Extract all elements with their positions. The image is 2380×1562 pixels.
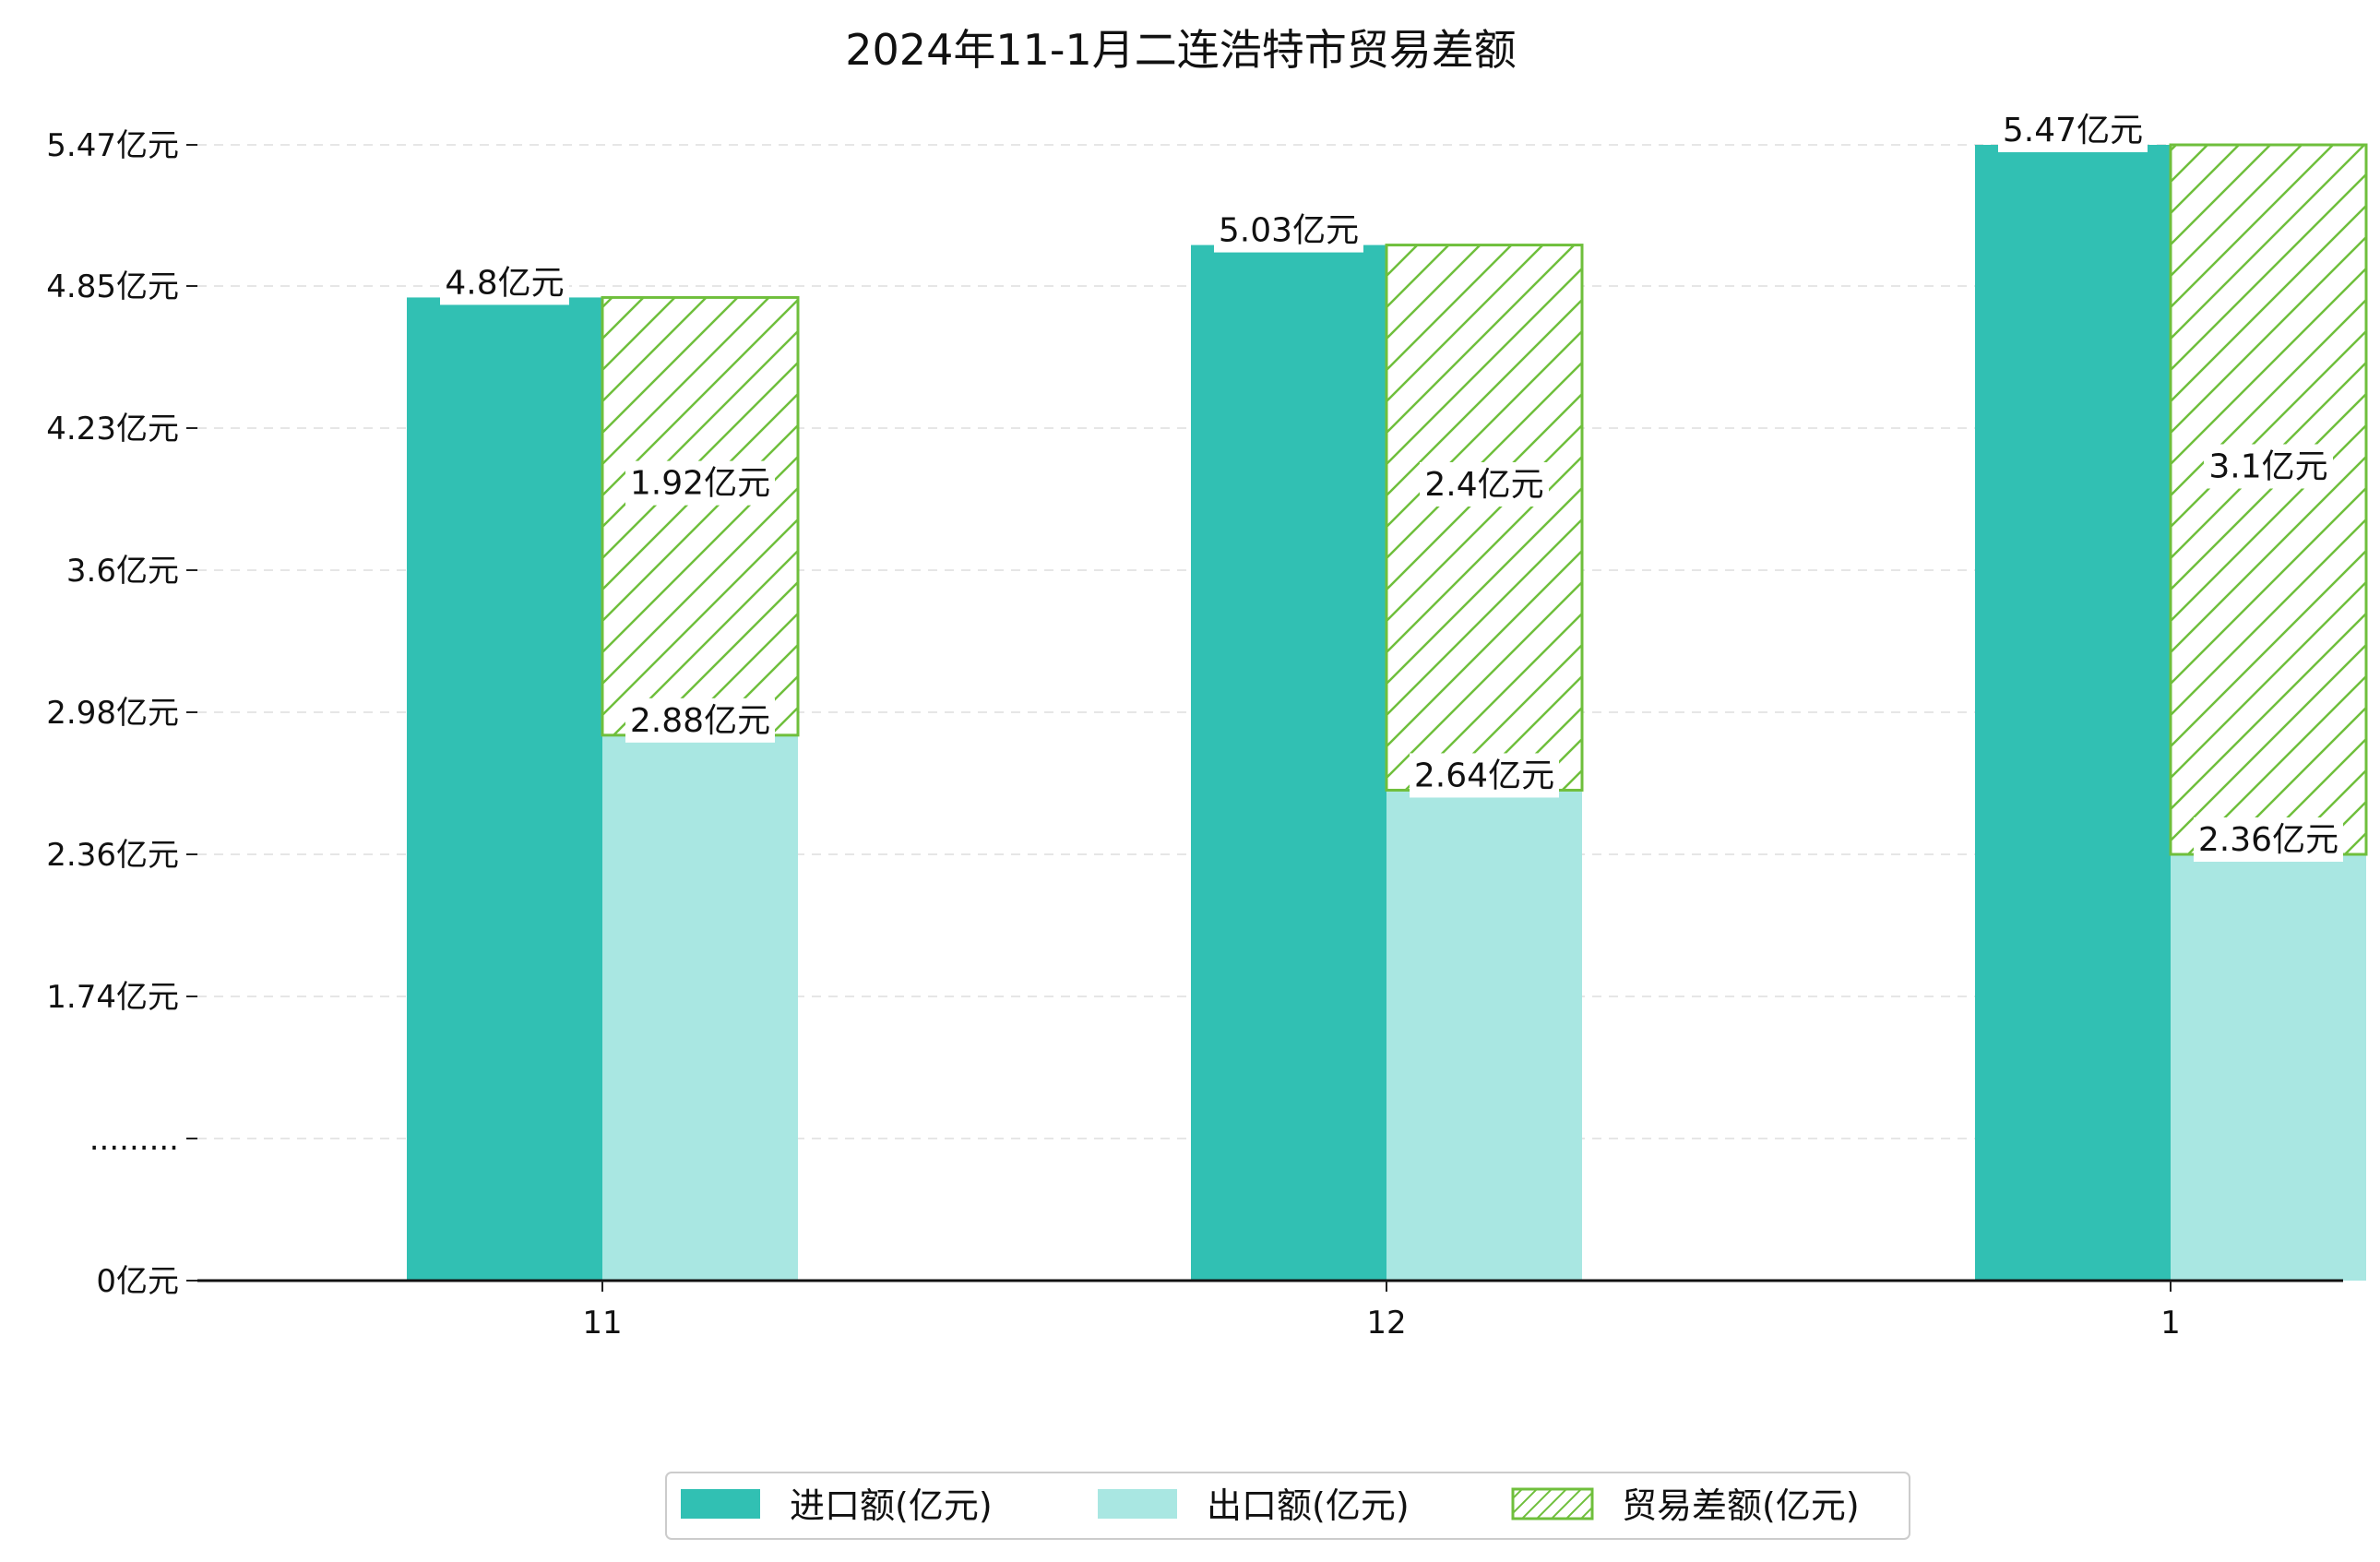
export-value-label-bg bbox=[1410, 753, 1559, 798]
import-bar bbox=[407, 297, 602, 1282]
export-value-label: 2.64亿元 bbox=[1414, 757, 1554, 794]
y-tick-label: 4.85亿元 bbox=[46, 268, 179, 305]
legend-label: 进口额(亿元) bbox=[790, 1485, 993, 1526]
data-labels: 4.8亿元 2.88亿元 1.92亿元 5.03亿元 2.64亿元 2.4亿元 5.47亿元… bbox=[440, 108, 2343, 862]
import-bar bbox=[1191, 244, 1386, 1281]
y-tick-label: 1.74亿元 bbox=[46, 979, 179, 1016]
export-value-label: 2.36亿元 bbox=[2198, 821, 2338, 859]
legend-swatch bbox=[1511, 1487, 1594, 1520]
y-tick-label: 2.98亿元 bbox=[46, 695, 179, 732]
balance-value-label-bg bbox=[1420, 462, 1549, 507]
legend-box bbox=[665, 1472, 1910, 1540]
import-value-label-bg bbox=[440, 260, 569, 305]
export-value-label: 2.88亿元 bbox=[630, 702, 770, 740]
import-bar bbox=[1975, 145, 2171, 1281]
balance-value-label-bg bbox=[2204, 444, 2333, 489]
x-tick-label: 12 bbox=[1366, 1305, 1406, 1341]
export-value-label-bg bbox=[2194, 817, 2343, 862]
y-tick-label: ......... bbox=[89, 1121, 179, 1158]
legend-label: 贸易差额(亿元) bbox=[1622, 1485, 1860, 1526]
import-value-label: 5.47亿元 bbox=[2003, 112, 2143, 149]
export-bar bbox=[1386, 790, 1582, 1281]
y-tick-label: 3.6亿元 bbox=[66, 553, 179, 590]
export-bar bbox=[602, 734, 798, 1281]
y-tick-label: 5.47亿元 bbox=[46, 127, 179, 164]
x-tick-label: 11 bbox=[582, 1305, 622, 1341]
balance-bar bbox=[601, 295, 800, 737]
balance-value-label-bg bbox=[625, 460, 775, 506]
balance-bar bbox=[2169, 143, 2368, 856]
y-tick-label: 4.23亿元 bbox=[46, 411, 179, 447]
y-tick-label: 2.36亿元 bbox=[46, 837, 179, 874]
balance-value-label: 1.92亿元 bbox=[630, 465, 770, 503]
bars bbox=[407, 143, 2368, 1282]
legend-swatch bbox=[1098, 1489, 1177, 1519]
y-tick-label: 0亿元 bbox=[96, 1263, 179, 1300]
import-value-label-bg bbox=[1214, 208, 1363, 253]
legend: 进口额(亿元) 出口额(亿元) 贸易差额(亿元) bbox=[665, 1472, 1910, 1540]
x-axis: 11 12 1 bbox=[197, 1279, 2343, 1341]
balance-bar bbox=[1385, 244, 1584, 792]
x-tick-label: 1 bbox=[2160, 1305, 2181, 1341]
legend-swatch bbox=[681, 1489, 760, 1519]
import-value-label: 5.03亿元 bbox=[1219, 212, 1359, 250]
balance-value-label: 2.4亿元 bbox=[1424, 466, 1543, 504]
export-value-label-bg bbox=[625, 698, 775, 743]
export-bar bbox=[2171, 854, 2366, 1281]
y-axis: 0亿元......... 1.74亿元 2.36亿元 2.98亿元 3.6亿元 4.23亿… bbox=[46, 127, 197, 1300]
legend-label: 出口额(亿元) bbox=[1207, 1485, 1410, 1526]
chart-title: 2024年11-1月二连浩特市贸易差额 bbox=[845, 25, 1516, 75]
balance-value-label: 3.1亿元 bbox=[2208, 448, 2327, 486]
import-value-label-bg bbox=[1998, 108, 2148, 152]
import-value-label: 4.8亿元 bbox=[445, 264, 564, 302]
